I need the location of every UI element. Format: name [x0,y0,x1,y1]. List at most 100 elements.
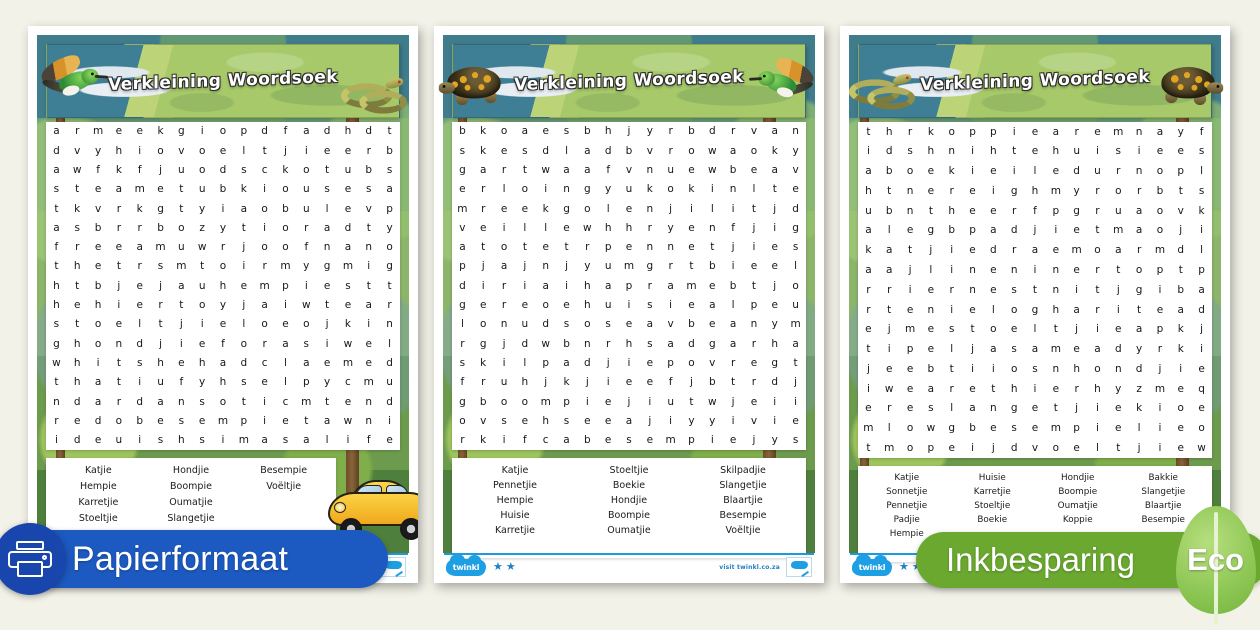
grid-letter: k [480,125,487,138]
grid-letter: w [583,221,592,234]
grid-letter: e [365,356,372,369]
grid-letter: e [365,337,372,350]
grid-letter: g [771,356,779,369]
grid-letter: i [866,145,870,158]
grid-letter: w [884,382,894,395]
grid-letter: o [1135,263,1143,276]
grid-letter: o [261,202,268,215]
grid-letter: y [1177,125,1184,138]
word-bank-item: Bakkie [1148,473,1178,483]
grid-letter: p [750,299,758,312]
grid-letter: r [866,283,871,296]
grid-letter: m [1050,422,1061,435]
grid-letter: o [1010,303,1018,316]
grid-letter: i [96,356,100,369]
grid-letter: w [301,299,311,312]
grid-letter: a [53,125,60,138]
grid-letter: j [1075,323,1079,336]
grid-letter: e [459,183,466,196]
grid-letter: k [136,202,143,215]
grid-letter: i [284,299,287,312]
grid-letter: d [1114,343,1122,356]
grid-letter: o [303,163,310,176]
grid-letter: r [220,241,226,254]
grid-letter: e [94,434,102,447]
paper-format-badge[interactable]: Papierformaat [0,523,388,595]
grid-letter: k [771,144,778,157]
grid-letter: t [928,204,933,217]
grid-letter: e [750,395,758,408]
grid-letter: o [157,144,164,157]
grid-letter: b [386,144,393,157]
grid-letter: d [1198,303,1205,316]
grid-letter: t [387,279,392,292]
grid-letter: n [563,183,570,196]
grid-letter: h [1031,184,1039,197]
grid-letter: e [344,299,352,312]
grid-letter: i [710,183,714,196]
word-bank-item: Hondjie [610,495,648,506]
grid-letter: t [887,184,892,197]
grid-letter: e [771,260,778,273]
word-bank-item: Boompie [608,510,650,521]
grid-letter: r [481,183,486,196]
grid-letter: i [887,343,891,356]
grid-letter: b [219,183,227,196]
twinkl-logo[interactable]: twinkl [446,553,486,576]
grid-letter: j [866,362,870,375]
grid-letter: e [792,414,799,427]
grid-letter: a [563,163,570,176]
grid-letter: o [948,125,955,138]
grid-letter: u [198,279,206,292]
grid-letter: a [1073,303,1080,316]
grid-letter: a [792,337,799,350]
grid-letter: e [94,241,102,254]
grid-letter: t [325,163,330,176]
word-bank-item: Voëltjie [725,525,761,536]
twinkl-logo[interactable]: twinkl [852,553,892,576]
grid-letter: i [669,414,673,427]
grid-letter: e [282,414,289,427]
word-bank-item: Besempie [719,510,767,521]
paper-format-pill[interactable]: Papierformaat [0,530,388,588]
grid-letter: r [387,299,392,312]
grid-letter: d [1010,224,1018,237]
grid-letter: r [949,283,954,296]
grid-letter: p [969,125,976,138]
grid-letter: r [304,221,309,234]
grid-letter: e [792,183,799,196]
grid-letter: k [646,183,653,196]
eco-ink-badge[interactable]: Inkbesparing Eco [916,506,1260,625]
grid-letter: e [1073,441,1080,454]
grid-letter: s [563,318,570,331]
grid-letter: o [1156,165,1164,178]
grid-letter: g [459,163,466,176]
grid-letter: p [990,125,997,138]
grid-letter: e [282,318,289,331]
grid-letter: a [1031,343,1039,356]
grid-letter: g [646,260,654,273]
grid-letter: a [667,279,674,292]
grid-letter: b [584,125,591,138]
grid-letter: j [1158,362,1162,375]
grid-letter: v [667,318,674,331]
grid-letter: p [459,260,466,273]
grid-letter: v [365,202,372,215]
grid-letter: e [688,221,695,234]
grid-letter: j [1075,402,1079,415]
grid-letter: a [729,337,737,350]
grid-letter: l [950,343,954,356]
grid-letter: d [136,395,144,408]
grid-letter: o [1094,362,1101,375]
grid-letter: l [710,202,714,215]
grid-letter: e [1073,224,1080,237]
word-bank-item: Boekie [977,515,1008,525]
twinkl-logo-text: twinkl [858,562,886,572]
page-title: Verkleining Woordsoek [920,66,1150,96]
grid-letter: r [668,144,673,157]
